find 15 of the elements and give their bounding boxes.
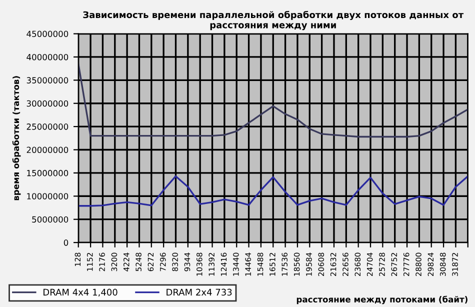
y-tick-label: 40000000 [26, 54, 68, 60]
legend-label: DRAM 2x4 733 [166, 288, 232, 296]
y-axis-title: время обработки (тактов) [12, 76, 21, 200]
y-tick-label: 30000000 [26, 100, 68, 107]
y-tick-label: 15000000 [27, 170, 68, 176]
chart-title: Зависимость времени параллельной обработки двух потоков данных от расстояния между ними [83, 10, 464, 30]
y-tick-label: 0 [64, 240, 68, 246]
x-axis-title: расстояние между потоками (байт) [296, 296, 468, 304]
y-tick-label: 20000000 [26, 146, 68, 154]
y-tick-label: 45000000 [26, 30, 68, 38]
y-tick-label: 25000000 [26, 124, 68, 130]
y-tick-label: 10000000 [27, 193, 68, 200]
legend-label: DRAM 4x4 1,400 [44, 288, 118, 297]
y-tick-label: 35000000 [26, 77, 68, 84]
y-tick-label: 5000000 [32, 216, 68, 223]
